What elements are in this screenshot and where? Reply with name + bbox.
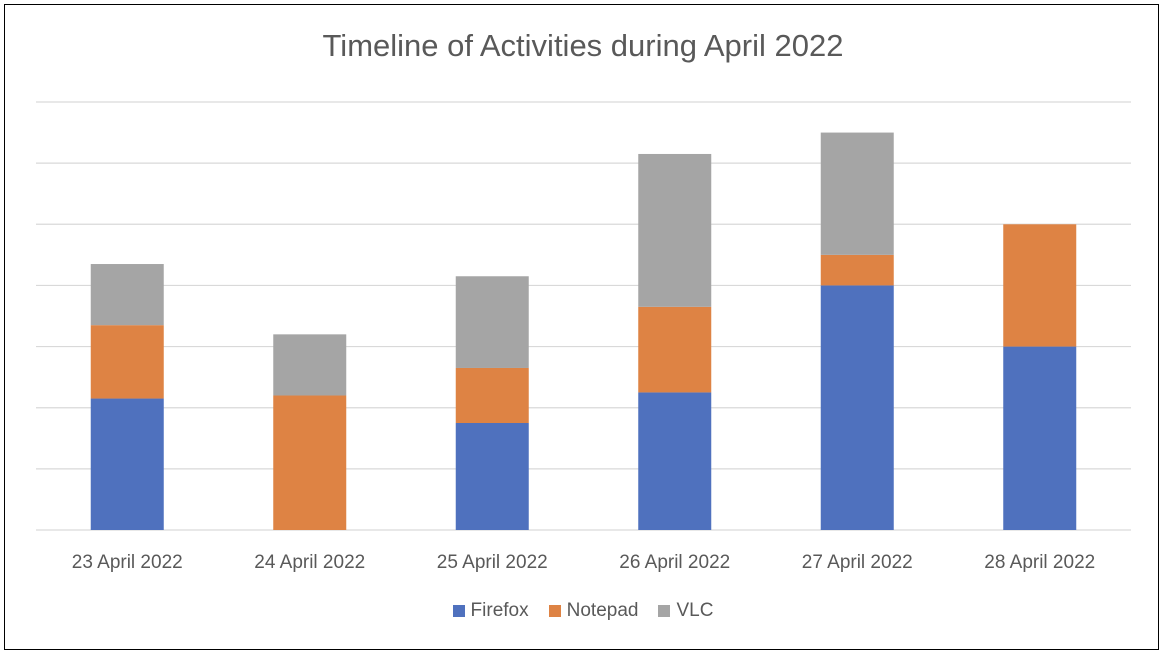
bar-firefox: [1003, 346, 1077, 530]
legend-swatch: [548, 605, 561, 617]
legend-item-firefox: Firefox: [452, 600, 529, 622]
bar-firefox: [638, 392, 712, 530]
legend-swatch: [658, 605, 671, 617]
chart-plot: 23 April 2022 24 April 2022 25 April 2022 2…: [36, 101, 1131, 573]
bar-vlc: [638, 153, 712, 307]
bar-vlc: [273, 334, 347, 396]
bar-firefox: [90, 398, 164, 530]
legend-item-notepad: Notepad: [548, 600, 639, 622]
bar-notepad: [90, 325, 164, 399]
x-tick-label: 27 April 2022: [802, 552, 913, 573]
bar-notepad: [455, 367, 529, 423]
legend-swatch: [452, 605, 465, 617]
bar-vlc: [820, 132, 894, 255]
legend-label: Firefox: [470, 600, 529, 621]
bar-firefox: [455, 423, 529, 530]
chart-frame: [4, 4, 1159, 650]
x-tick-label: 23 April 2022: [72, 552, 183, 573]
chart-legend: Firefox Notepad VLC: [0, 600, 1166, 622]
x-tick-label: 26 April 2022: [619, 552, 730, 573]
legend-label: Notepad: [566, 600, 639, 621]
bar-notepad: [273, 395, 347, 530]
bar-vlc: [90, 264, 164, 326]
bar-notepad: [1003, 224, 1077, 347]
bar-vlc: [455, 276, 529, 368]
chart-title: Timeline of Activities during April 2022: [322, 28, 844, 63]
bar-notepad: [820, 254, 894, 286]
x-tick-label: 28 April 2022: [984, 552, 1095, 573]
legend-label: VLC: [676, 600, 714, 621]
bar-notepad: [638, 306, 712, 393]
legend-item-vlc: VLC: [658, 600, 713, 622]
x-tick-label: 25 April 2022: [437, 552, 548, 573]
x-tick-label: 24 April 2022: [254, 552, 365, 573]
bar-firefox: [820, 285, 894, 530]
